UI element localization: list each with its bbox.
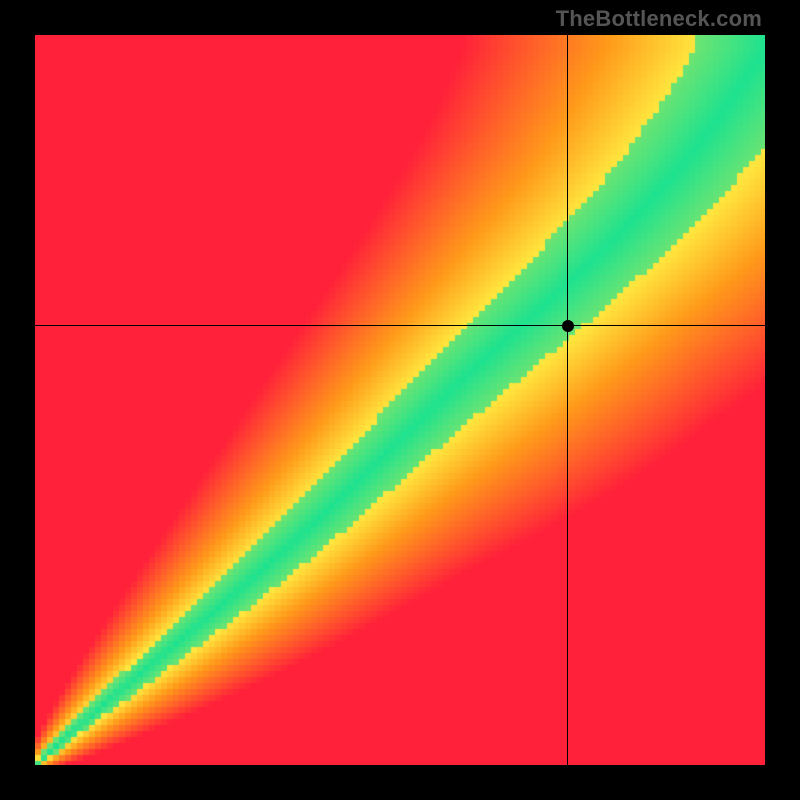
chart-outer-frame: TheBottleneck.com	[0, 0, 800, 800]
plot-area	[35, 35, 765, 765]
bottleneck-heatmap	[35, 35, 765, 765]
attribution-label: TheBottleneck.com	[556, 6, 762, 32]
selection-marker	[562, 320, 574, 332]
crosshair-vertical	[567, 35, 568, 765]
crosshair-horizontal	[35, 325, 765, 326]
